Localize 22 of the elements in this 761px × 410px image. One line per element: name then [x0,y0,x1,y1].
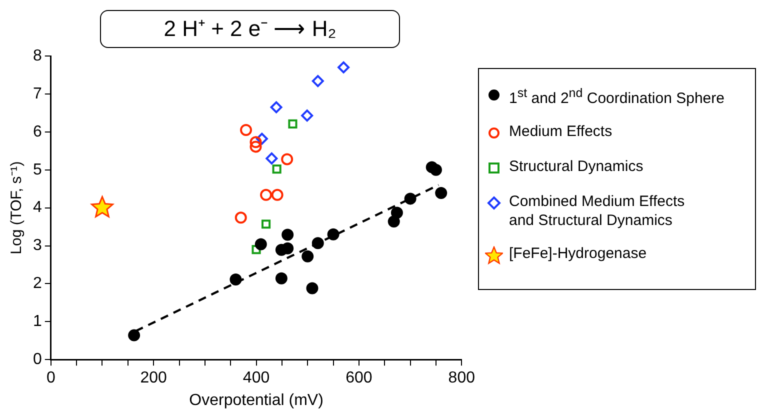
y-tick-label: 1 [32,313,42,330]
x-tick-label: 800 [448,370,476,387]
y-tick-label: 3 [32,237,42,254]
x-axis-title: Overpotential (mV) [189,392,324,409]
legend-label: Combined Medium Effects and Structural Dynamics [509,192,685,230]
legend-label: Medium Effects [509,122,612,141]
y-axis-title: Log (TOF, s⁻¹) [8,161,26,254]
legend-label: 1$^{st}$ and 2$^{nd}$ Coordination Sphere [509,85,724,108]
x-tick-label: 0 [46,370,56,387]
x-tick-label: 600 [346,370,372,387]
y-tick-label: 7 [32,85,42,102]
legend-label: Structural Dynamics [509,157,644,176]
x-tick-label: 400 [242,370,270,387]
y-tick-label: 2 [32,275,42,292]
legend-label: [FeFe]-Hydrogenase [509,244,647,263]
y-tick-label: 8 [32,47,42,64]
y-tick-label: 5 [32,161,42,178]
chart-title: 2 H⁺ + 2 e⁻ ⟶ H₂ [100,10,400,48]
x-tick-label: 200 [140,370,168,387]
y-tick-label: 0 [32,351,42,368]
y-tick-label: 6 [32,123,42,140]
y-tick-label: 4 [32,199,42,216]
